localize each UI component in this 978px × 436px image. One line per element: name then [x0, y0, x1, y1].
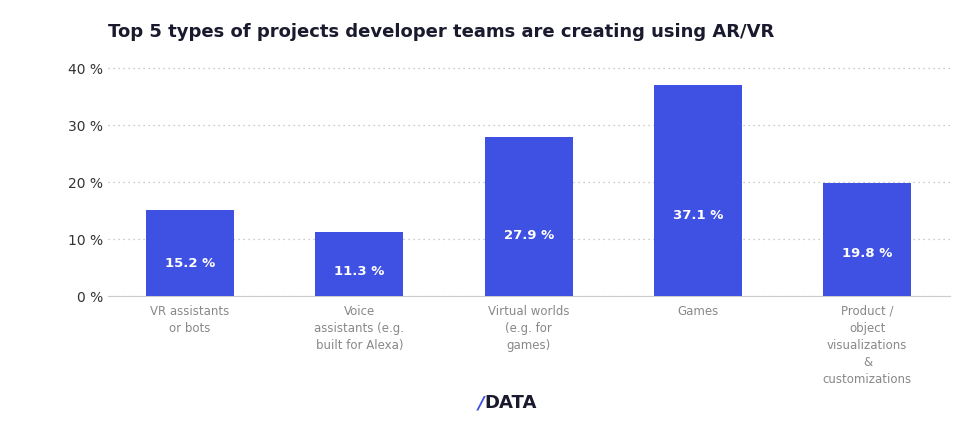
Bar	[484, 137, 572, 296]
Text: 37.1 %: 37.1 %	[672, 209, 723, 222]
Bar	[146, 210, 234, 296]
Text: 15.2 %: 15.2 %	[164, 257, 215, 270]
Text: /: /	[477, 394, 484, 412]
Bar	[653, 85, 741, 296]
Text: 27.9 %: 27.9 %	[503, 229, 554, 242]
Text: DATA: DATA	[484, 394, 536, 412]
Text: 19.8 %: 19.8 %	[841, 247, 892, 260]
Bar	[822, 184, 911, 296]
Text: 11.3 %: 11.3 %	[333, 266, 384, 279]
Text: Top 5 types of projects developer teams are creating using AR/VR: Top 5 types of projects developer teams …	[108, 23, 774, 41]
Bar	[315, 232, 403, 296]
